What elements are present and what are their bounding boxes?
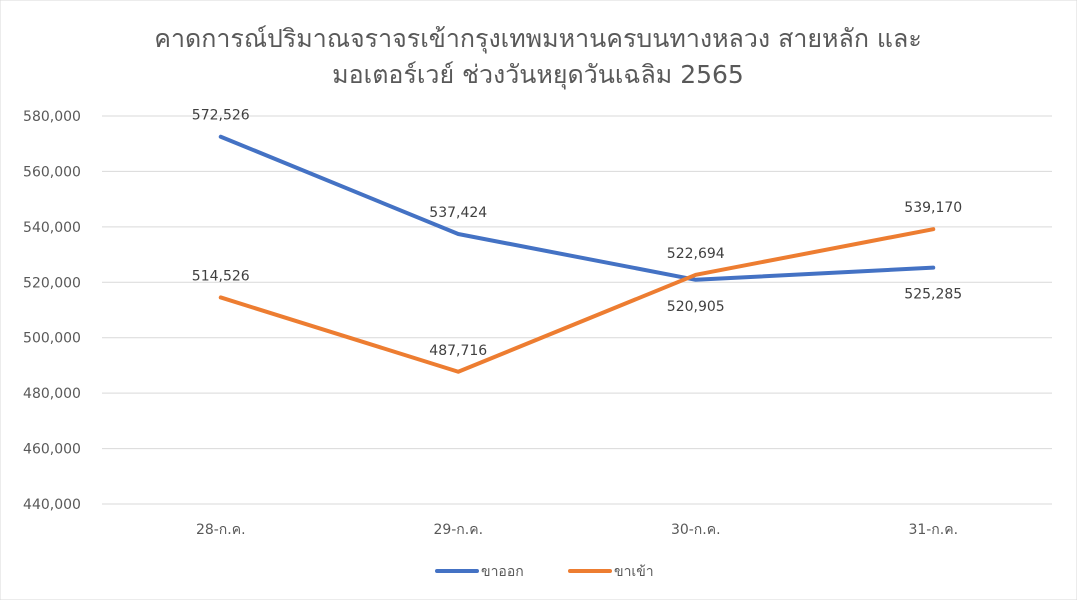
- data-label: 522,694: [667, 246, 725, 262]
- series-line-outbound: [218, 134, 936, 282]
- series-line-inbound: [218, 227, 936, 374]
- data-label: 514,526: [192, 268, 250, 284]
- legend-label: ขาออก: [481, 564, 524, 580]
- y-tick-label: 440,000: [23, 497, 81, 513]
- x-tick-label: 31-ก.ค.: [908, 522, 958, 538]
- legend-label: ขาเข้า: [614, 564, 654, 580]
- x-tick-label: 28-ก.ค.: [196, 522, 246, 538]
- y-tick-label: 500,000: [23, 331, 81, 347]
- x-tick-label: 29-ก.ค.: [433, 522, 483, 538]
- data-label: 520,905: [667, 299, 725, 315]
- y-tick-label: 520,000: [23, 275, 81, 291]
- data-label: 537,424: [429, 205, 487, 221]
- chart-title-line-1: คาดการณ์ปริมาณจราจรเข้ากรุงเทพมหานครบนทา…: [154, 24, 922, 54]
- y-tick-label: 560,000: [23, 164, 81, 180]
- y-tick-label: 480,000: [23, 386, 81, 402]
- data-label: 487,716: [429, 343, 487, 359]
- chart-title-line-2: มอเตอร์เวย์ ช่วงวันหยุดวันเฉลิม 2565: [332, 60, 744, 90]
- data-label: 572,526: [192, 108, 250, 124]
- y-tick-label: 460,000: [23, 442, 81, 458]
- x-tick-label: 30-ก.ค.: [671, 522, 721, 538]
- y-tick-label: 540,000: [23, 220, 81, 236]
- data-label: 525,285: [904, 287, 962, 303]
- data-label: 539,170: [904, 200, 962, 216]
- y-tick-label: 580,000: [23, 109, 81, 125]
